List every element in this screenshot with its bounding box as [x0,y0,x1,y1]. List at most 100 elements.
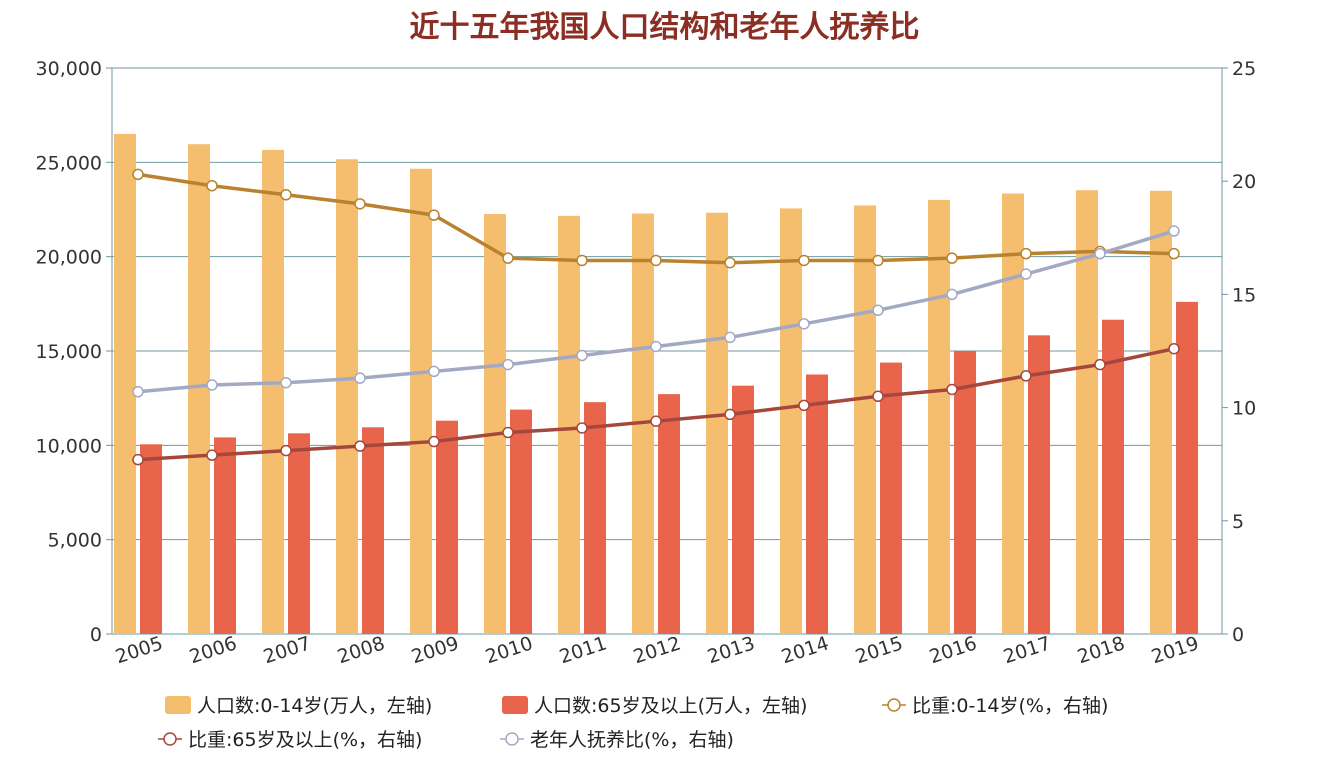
bar-age-0-14 [410,168,432,635]
left-axis-tick-label: 30,000 [36,58,102,80]
bar-age-0-14 [484,214,506,634]
x-axis-tick-label: 2017 [1001,632,1054,668]
series-point-3 [354,372,366,384]
series-point-2 [354,440,366,452]
series-point-3 [872,304,884,316]
series-point-3 [1094,247,1106,260]
right-axis-tick-label: 10 [1232,398,1256,420]
series-point-1 [502,252,514,264]
left-axis-tick-label: 0 [90,624,102,646]
bar-age-0-14 [706,212,728,634]
series-point-2 [206,449,218,461]
bar-age-0-14 [262,149,284,634]
series-point-2 [280,444,292,457]
x-axis-tick-label: 2019 [1149,632,1202,668]
series-point-1 [206,179,218,192]
bar-age-65-plus [658,394,680,634]
legend-swatch-marker [163,732,177,746]
series-point-2 [872,390,884,403]
series-point-1 [280,189,292,201]
bar-age-0-14 [1002,193,1024,634]
x-axis-tick-label: 2005 [113,632,166,668]
legend-label: 比重:0-14岁(%，右轴) [912,695,1108,717]
series-point-2 [132,453,144,466]
bar-age-0-14 [1076,190,1098,634]
bar-age-0-14 [780,208,802,634]
bar-age-65-plus [1102,319,1124,634]
series-point-3 [132,386,144,398]
legend-label: 老年人抚养比(%，右轴) [530,729,734,751]
series-point-2 [428,435,440,448]
series-point-2 [1168,342,1180,355]
chart-title: 近十五年我国人口结构和老年人抚养比 [409,10,920,45]
legend-label: 人口数:0-14岁(万人，左轴) [197,695,432,717]
legend-label: 比重:65岁及以上(%，右轴) [188,729,422,751]
bar-age-65-plus [954,350,976,634]
x-axis-tick-label: 2016 [927,632,980,668]
right-axis-tick-label: 15 [1232,284,1256,306]
series-point-3 [428,365,440,378]
series-point-3 [502,358,514,371]
right-axis-tick-label: 5 [1232,511,1244,533]
bar-age-65-plus [140,444,162,634]
series-point-1 [650,254,662,267]
bar-age-0-14 [114,133,136,634]
left-axis-tick-label: 5,000 [48,530,102,552]
bar-age-65-plus [214,437,236,634]
x-axis-tick-label: 2008 [335,632,388,668]
bar-age-0-14 [1150,190,1172,634]
series-point-1 [1168,247,1180,260]
left-axis-tick-label: 15,000 [36,341,102,363]
x-axis-tick-label: 2014 [779,632,832,668]
legend-swatch-marker [887,698,901,712]
bar-age-0-14 [854,205,876,634]
series-point-1 [724,256,736,269]
x-axis-tick-label: 2013 [705,632,758,668]
left-axis-tick-label: 10,000 [36,435,102,457]
series-point-2 [576,422,588,434]
bar-age-65-plus [732,385,754,634]
series-point-3 [650,340,662,353]
bar-age-0-14 [336,159,358,634]
series-point-3 [724,331,736,344]
series-point-2 [724,408,736,421]
series-point-1 [872,254,884,267]
x-axis-tick-label: 2010 [483,632,536,668]
x-axis-tick-label: 2009 [409,632,462,668]
bar-age-65-plus [880,362,902,634]
series-point-2 [1094,358,1106,371]
series-point-2 [502,426,514,439]
right-axis-tick-label: 20 [1232,171,1256,193]
series-point-1 [132,168,144,181]
bar-age-65-plus [1176,301,1198,634]
series-point-3 [206,379,218,391]
series-point-3 [1020,268,1032,280]
bar-age-65-plus [510,409,532,634]
series-point-1 [576,254,588,267]
bar-age-65-plus [584,402,606,634]
series-point-3 [798,318,810,330]
bar-age-0-14 [558,215,580,634]
series-point-3 [576,349,588,362]
x-axis-tick-label: 2006 [187,632,240,668]
right-axis-tick-label: 25 [1232,58,1256,80]
series-point-2 [798,399,810,412]
bar-age-65-plus [436,420,458,634]
bar-age-65-plus [806,374,828,634]
x-axis-tick-label: 2018 [1075,632,1128,668]
legend-label: 人口数:65岁及以上(万人，左轴) [534,695,807,717]
series-point-2 [650,415,662,427]
bar-age-65-plus [288,433,310,634]
series-point-1 [946,252,958,264]
series-point-1 [354,198,366,210]
x-axis-tick-label: 2007 [261,632,314,668]
bar-age-65-plus [1028,335,1050,634]
x-axis-tick-label: 2011 [557,632,610,668]
series-point-1 [428,209,440,221]
series-point-3 [280,376,292,389]
left-axis-tick-label: 25,000 [36,152,102,174]
bar-age-0-14 [188,144,210,635]
series-point-1 [1020,247,1032,260]
